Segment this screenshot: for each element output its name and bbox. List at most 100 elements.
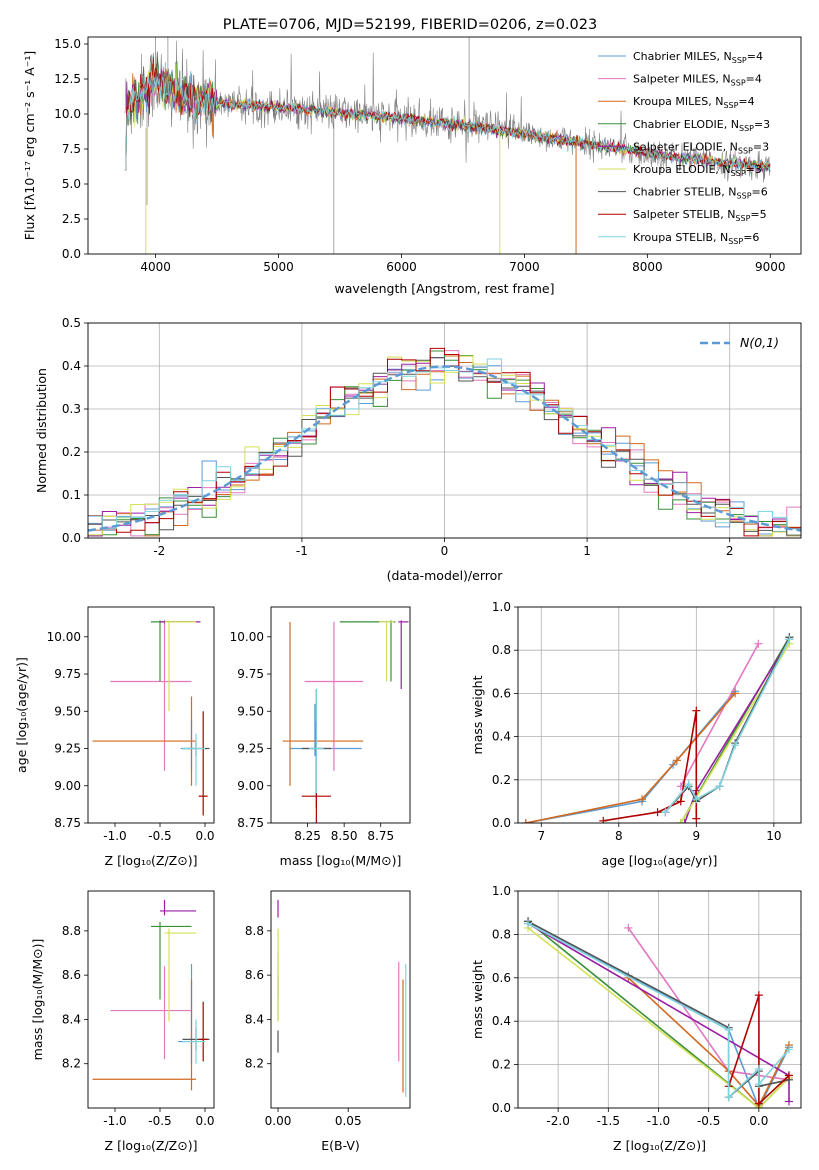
axes-frame (87, 36, 802, 255)
errorbar-kroupa-elodie (379, 620, 394, 682)
y-tick-label: 7.5 (62, 142, 81, 156)
errorbar-salpeter-stelib (198, 711, 208, 816)
x-axis-label: E(B-V) (321, 1138, 360, 1153)
x-tick-label: 0.05 (335, 1114, 362, 1128)
errorbar-chabrier-miles (178, 964, 196, 1064)
y-tick-label: 9.75 (54, 667, 81, 681)
weight-marker-salpeter-stelib (692, 706, 701, 715)
y-tick-label: 8.75 (237, 816, 264, 830)
y-tick-label: 0.0 (492, 816, 511, 830)
y-tick-label: 9.75 (237, 667, 264, 681)
weight-marker-salpeter-miles (754, 639, 763, 648)
figure-title: PLATE=0706, MJD=52199, FIBERID=0206, z=0… (223, 17, 597, 33)
histogram-chabrier-elodie (88, 350, 801, 537)
normal-curve (88, 365, 801, 532)
panel-mass_weight_vs_Z: -2.0 -1.5 -1.0 -0.5 0.0 0.0 0.2 0.4 0.6 0.8 1.0 Z [… (470, 884, 802, 1153)
weight-marker-kroupa-miles (638, 795, 647, 804)
x-tick-label: 8 (615, 829, 623, 843)
x-tick-label: 8000 (632, 260, 663, 274)
y-tick-label: 10.00 (230, 630, 264, 644)
panel-mass_vs_Z: -1.0 -0.5 0.0 8.2 8.4 8.6 8.8 Z [log₁₀(Z/Z⊙)] ma… (30, 890, 215, 1153)
weight-marker-salpeter-elodie (680, 819, 689, 823)
errorbar-kroupa-elodie (164, 928, 196, 1022)
plot-area (92, 899, 210, 1091)
y-tick-label: 8.8 (245, 924, 264, 938)
y-axis-label: Flux [fλ10⁻¹⁷ erg cm⁻² s⁻¹ A⁻¹] (22, 51, 37, 240)
y-tick-label: 0.2 (492, 1058, 511, 1072)
y-tick-label: 1.0 (492, 884, 511, 898)
weight-marker-kroupa-miles (731, 689, 740, 698)
model-spectrum-kroupa-stelib (124, 70, 771, 173)
y-axis-label: mass [log₁₀(M/M⊙)] (30, 939, 45, 1061)
legend-label-kroupa-stelib: Kroupa STELIB, NSSP=6 (633, 231, 759, 246)
errorbar-kroupa-miles (282, 621, 364, 786)
x-axis-label: Z [log₁₀(Z/Z⊙)] (105, 853, 198, 868)
y-tick-label: 8.6 (62, 968, 81, 982)
y-tick-label: 15.0 (54, 37, 81, 51)
x-tick-label: 1 (583, 544, 591, 558)
y-tick-label: 0.0 (62, 247, 81, 261)
y-axis-label: mass weight (470, 960, 485, 1039)
legend-label-kroupa-elodie: Kroupa ELODIE, NSSP=3 (633, 163, 762, 178)
y-tick-label: 9.00 (237, 779, 264, 793)
x-tick-label: 0.00 (265, 1114, 292, 1128)
x-tick-label: -2 (153, 544, 165, 558)
y-tick-label: 5.0 (62, 177, 81, 191)
errorbar-kroupa-miles (92, 979, 196, 1091)
y-tick-label: 8.4 (245, 1012, 264, 1026)
y-tick-label: 0.6 (492, 686, 511, 700)
x-tick-label: -1.0 (103, 829, 126, 843)
legend-label-salpeter-stelib: Salpeter STELIB, NSSP=5 (633, 208, 767, 223)
y-tick-label: 9.25 (54, 742, 81, 756)
weight-marker-kroupa-stelib (754, 1064, 763, 1073)
weight-marker-salpeter-stelib (754, 1099, 763, 1108)
weight-marker-salpeter-miles (624, 923, 633, 932)
x-axis-label: wavelength [Angstrom, rest frame] (334, 281, 554, 296)
plot-area (282, 620, 409, 823)
weight-marker-kroupa-stelib (692, 795, 701, 804)
weight-marker-salpeter-stelib (784, 1071, 793, 1080)
errorbar-salpeter-miles (110, 966, 192, 1060)
errorbar-chabrier-miles (180, 718, 196, 771)
y-tick-label: 0.4 (62, 359, 81, 373)
x-axis-label: (data-model)/error (387, 568, 504, 583)
x-axis-label: Z [log₁₀(Z/Z⊙)] (613, 1138, 706, 1153)
errorbar-kroupa-stelib (182, 733, 205, 786)
errorbar-salpeter-elodie (160, 899, 196, 916)
plot-area (88, 347, 801, 537)
x-tick-label: 2 (726, 544, 734, 558)
plot-area (277, 899, 407, 1097)
x-axis-label: age [log₁₀(age/yr)] (602, 853, 718, 868)
y-tick-label: 8.6 (245, 968, 264, 982)
x-tick-label: -2.0 (546, 1114, 569, 1128)
x-axis-label: Z [log₁₀(Z/Z⊙)] (105, 1138, 198, 1153)
errorbar-kroupa-stelib (309, 688, 324, 794)
y-tick-label: 0.5 (62, 316, 81, 330)
x-tick-label: 0 (441, 544, 449, 558)
panel-mass_weight_vs_age: 7 8 9 10 0.0 0.2 0.4 0.6 0.8 1.0 age [log₁₀(age/yr… (470, 600, 802, 868)
axes-frame (270, 606, 411, 824)
plot-area (124, 37, 771, 254)
x-tick-label: 0.0 (195, 829, 214, 843)
errorbar-kroupa-elodie (164, 620, 196, 712)
axes-frame (87, 606, 215, 824)
weight-line-salpeter-miles (680, 643, 760, 787)
plot-area (521, 633, 794, 823)
y-tick-label: 9.00 (54, 779, 81, 793)
legend-label-chabrier-elodie: Chabrier ELODIE, NSSP=3 (633, 118, 770, 133)
y-tick-label: 10.00 (47, 630, 81, 644)
weight-line-kroupa-miles (627, 977, 790, 1108)
x-tick-label: 8.50 (331, 829, 358, 843)
y-tick-label: 8.75 (54, 816, 81, 830)
x-tick-label: 0.0 (749, 1114, 768, 1128)
weight-marker-kroupa-stelib (661, 808, 670, 817)
y-axis-label: age [log₁₀(age/yr)] (14, 657, 29, 773)
y-tick-label: 8.2 (62, 1057, 81, 1071)
legend-label-kroupa-miles: Kroupa MILES, NSSP=4 (633, 95, 755, 110)
y-axis-label: mass weight (470, 675, 485, 754)
panel-residuals: -2 -1 0 1 2 0.0 0.1 0.2 0.3 0.4 0.5 (data-model)/er… (34, 316, 802, 583)
y-tick-label: 0.0 (62, 531, 81, 545)
y-tick-label: 8.2 (245, 1057, 264, 1071)
x-axis-label: mass [log₁₀(M/M⊙)] (280, 853, 402, 868)
